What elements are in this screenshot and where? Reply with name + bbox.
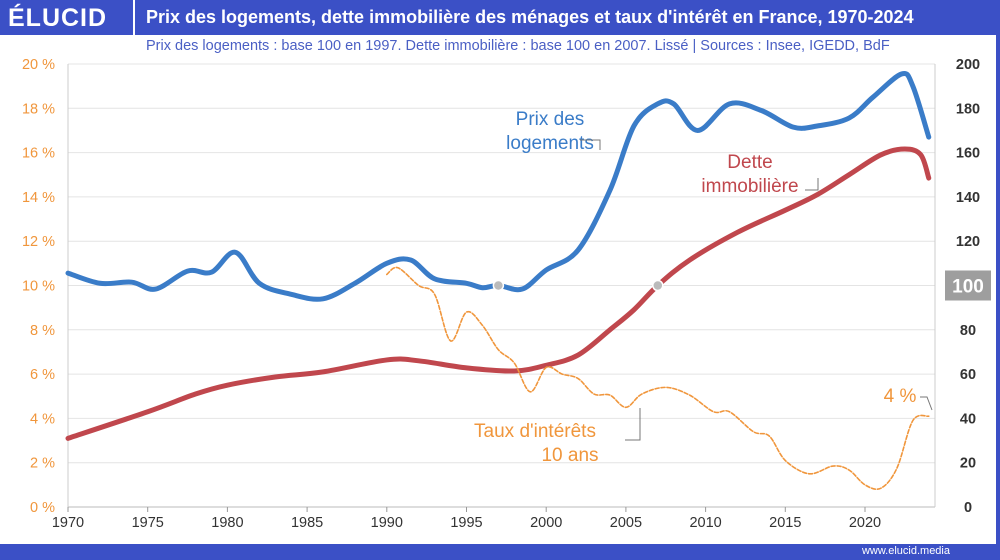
y-right-tick-label: 0 — [964, 500, 972, 516]
base-marker — [492, 279, 505, 292]
footer-url[interactable]: www.elucid.media — [861, 545, 950, 557]
label-leader — [625, 408, 641, 441]
x-tick-label: 1990 — [371, 515, 403, 531]
series-label: Dette — [727, 152, 772, 173]
highlight-box — [945, 270, 991, 301]
base-marker — [652, 279, 664, 292]
annotation-label: 4 % — [884, 386, 917, 407]
y-left-tick-label: 14 % — [22, 190, 55, 206]
x-tick-label: 1980 — [211, 515, 243, 531]
y-left-tick-label: 20 % — [22, 57, 55, 73]
x-tick-label: 2005 — [610, 515, 642, 531]
footer-bar — [0, 544, 1000, 560]
label-leader — [805, 178, 819, 191]
frame-right — [996, 0, 1000, 560]
x-tick-label: 1995 — [450, 515, 482, 531]
taux-line — [386, 266, 930, 491]
x-tick-label: 2020 — [849, 515, 881, 531]
header-bar: ÉLUCID Prix des logements, dette immobil… — [0, 0, 1000, 35]
x-tick-label: 2015 — [769, 515, 801, 531]
y-right-tick-label: 180 — [956, 101, 980, 117]
x-tick-label: 1975 — [132, 515, 164, 531]
y-left-tick-label: 0 % — [30, 500, 55, 516]
prix-line — [65, 71, 932, 302]
y-left-tick-label: 10 % — [22, 279, 55, 295]
header-divider — [133, 0, 135, 35]
chart-title: Prix des logements, dette immobilière de… — [146, 7, 914, 27]
x-tick-label: 2010 — [689, 515, 721, 531]
y-right-tick-label: 140 — [956, 190, 980, 206]
y-right-tick-label: 120 — [956, 234, 980, 250]
annotation-leader — [920, 396, 933, 411]
x-tick-label: 2000 — [530, 515, 562, 531]
series-label: Prix des — [516, 109, 585, 130]
y-left-tick-label: 2 % — [30, 456, 55, 472]
y-right-tick-label: 200 — [956, 57, 980, 73]
y-right-tick-label: 160 — [956, 146, 980, 162]
y-left-tick-label: 18 % — [22, 101, 55, 117]
series-label: immobilière — [701, 176, 798, 197]
y-left-tick-label: 16 % — [22, 146, 55, 162]
y-right-tick-label: 80 — [960, 323, 976, 339]
y-left-tick-label: 4 % — [30, 411, 55, 427]
series-label: logements — [506, 133, 594, 154]
series-label: Taux d'intérêts — [474, 421, 596, 442]
x-tick-label: 1970 — [52, 515, 84, 531]
series-label: 10 ans — [541, 445, 598, 466]
x-tick-label: 1985 — [291, 515, 323, 531]
label-leader — [580, 139, 601, 150]
y-right-tick-label: 60 — [960, 367, 976, 383]
y-right-tick-label: 40 — [960, 411, 976, 427]
y-right-tick-label: 100 — [952, 277, 984, 298]
y-right-tick-label: 20 — [960, 456, 976, 472]
chart-subtitle: Prix des logements : base 100 en 1997. D… — [146, 38, 890, 54]
y-left-tick-label: 8 % — [30, 323, 55, 339]
y-left-tick-label: 12 % — [22, 234, 55, 250]
logo: ÉLUCID — [8, 4, 108, 32]
dette-line — [65, 146, 932, 441]
y-left-tick-label: 6 % — [30, 367, 55, 383]
